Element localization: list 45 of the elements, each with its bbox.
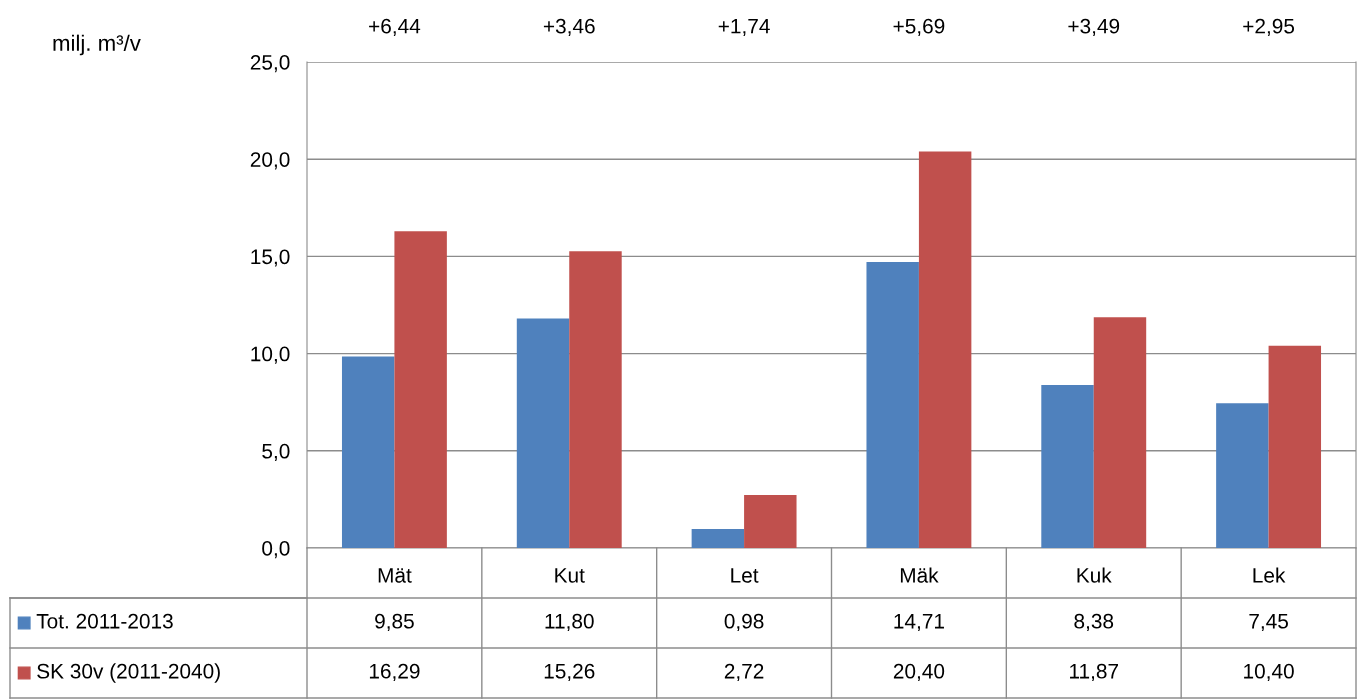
x-tick-label: Let <box>731 568 759 583</box>
text: +1,74 <box>718 19 770 37</box>
text: +3,46 <box>543 18 595 37</box>
data-label: 14,71 <box>894 614 944 632</box>
bar <box>1093 317 1147 548</box>
text: +3,49 <box>1068 18 1120 37</box>
data-label: 11,87 <box>1070 663 1119 682</box>
x-tick-label: Mät <box>378 568 412 583</box>
data-label: 0,98 <box>724 613 764 632</box>
x-tick-label: Mäk <box>900 567 939 583</box>
text: +5,69 <box>893 18 945 37</box>
x-tick-label: Lek <box>1253 567 1286 583</box>
data-label: 11,80 <box>545 613 594 632</box>
bar <box>744 495 797 548</box>
data-label: 15,26 <box>544 663 595 682</box>
bar <box>569 251 622 548</box>
data-label: 9,85 <box>375 613 414 632</box>
data-label: 10,40 <box>1244 663 1294 682</box>
x-tick-label: Kut <box>555 568 585 583</box>
text: +6,44 <box>369 18 421 37</box>
data-label: 16,29 <box>369 663 420 682</box>
bar <box>341 356 395 548</box>
data-label: 8,38 <box>1074 613 1114 632</box>
legend-label: Tot. 2011-2013 <box>36 613 173 629</box>
data-label: 7,45 <box>1249 614 1288 632</box>
y-tick-label: 5,0 <box>262 443 290 462</box>
y-tick-label: 20,0 <box>250 152 290 170</box>
bar <box>691 528 745 548</box>
data-label: 2,72 <box>724 663 764 682</box>
bar <box>918 151 972 548</box>
y-tick-label: 25,0 <box>250 55 290 73</box>
bar <box>1268 345 1322 548</box>
bar <box>516 318 570 548</box>
bar <box>1216 403 1269 548</box>
bar <box>866 262 919 548</box>
data-label: 20,40 <box>893 663 945 682</box>
x-tick-label: Kuk <box>1077 567 1112 583</box>
y-tick-label: 0,0 <box>262 541 290 559</box>
bar <box>394 231 447 548</box>
bar <box>1041 385 1094 548</box>
y-tick-label: 10,0 <box>251 346 290 364</box>
y-tick-label: 15,0 <box>251 249 290 267</box>
legend-label: SK 30v (2011-2040) <box>37 663 220 683</box>
y-axis-title: milj. m³/v <box>53 34 141 56</box>
text: +2,95 <box>1243 18 1295 37</box>
